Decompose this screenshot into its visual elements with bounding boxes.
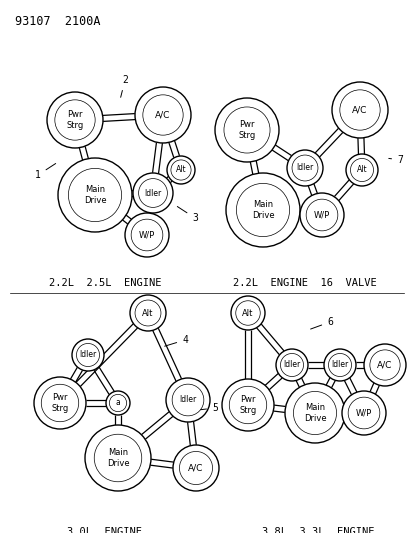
Circle shape: [363, 344, 405, 386]
Circle shape: [85, 425, 151, 491]
Circle shape: [286, 150, 322, 186]
Text: Idler: Idler: [330, 360, 348, 369]
Text: 7: 7: [388, 155, 402, 165]
Text: Alt: Alt: [175, 166, 186, 174]
Text: Pwr
Strg: Pwr Strg: [239, 395, 256, 415]
Circle shape: [133, 173, 173, 213]
Text: 4: 4: [164, 335, 188, 346]
Text: Alt: Alt: [142, 309, 153, 318]
Text: Idler: Idler: [179, 395, 196, 405]
Text: 2.2L  2.5L  ENGINE: 2.2L 2.5L ENGINE: [49, 278, 161, 288]
Circle shape: [299, 193, 343, 237]
Text: W/P: W/P: [355, 408, 371, 417]
Text: 2.2L  ENGINE  16  VALVE: 2.2L ENGINE 16 VALVE: [233, 278, 376, 288]
Circle shape: [130, 295, 166, 331]
Circle shape: [166, 156, 195, 184]
Text: 3.8L  3.3L  ENGINE: 3.8L 3.3L ENGINE: [261, 527, 373, 533]
Text: Main
Drive: Main Drive: [303, 403, 325, 423]
Circle shape: [47, 92, 103, 148]
Circle shape: [135, 87, 190, 143]
Text: Alt: Alt: [242, 309, 253, 318]
Text: W/P: W/P: [138, 230, 155, 239]
Circle shape: [221, 379, 273, 431]
Text: Idler: Idler: [79, 351, 96, 359]
Text: 5: 5: [200, 403, 217, 413]
Text: Main
Drive: Main Drive: [107, 448, 129, 467]
Text: A/C: A/C: [155, 110, 170, 119]
Text: Alt: Alt: [356, 166, 366, 174]
Circle shape: [34, 377, 86, 429]
Text: 6: 6: [310, 317, 332, 329]
Text: a: a: [115, 399, 120, 408]
Circle shape: [106, 391, 130, 415]
Text: Main
Drive: Main Drive: [83, 185, 106, 205]
Text: W/P: W/P: [313, 211, 329, 220]
Text: Pwr
Strg: Pwr Strg: [66, 110, 83, 130]
Text: Idler: Idler: [282, 360, 300, 369]
Text: Idler: Idler: [296, 164, 313, 173]
Circle shape: [230, 296, 264, 330]
Text: Pwr
Strg: Pwr Strg: [51, 393, 69, 413]
Text: Pwr
Strg: Pwr Strg: [238, 120, 255, 140]
Text: Idler: Idler: [144, 189, 161, 198]
Text: A/C: A/C: [376, 360, 392, 369]
Text: A/C: A/C: [351, 106, 367, 115]
Circle shape: [166, 378, 209, 422]
Circle shape: [214, 98, 278, 162]
Circle shape: [225, 173, 299, 247]
Circle shape: [275, 349, 307, 381]
Text: Main
Drive: Main Drive: [251, 200, 274, 220]
Circle shape: [58, 158, 132, 232]
Circle shape: [331, 82, 387, 138]
Circle shape: [284, 383, 344, 443]
Text: A/C: A/C: [188, 464, 203, 472]
Text: 3.0L  ENGINE: 3.0L ENGINE: [67, 527, 142, 533]
Text: 1: 1: [35, 164, 55, 180]
Text: 93107  2100A: 93107 2100A: [15, 15, 100, 28]
Circle shape: [173, 445, 218, 491]
Circle shape: [345, 154, 377, 186]
Circle shape: [323, 349, 355, 381]
Circle shape: [72, 339, 104, 371]
Text: 3: 3: [177, 206, 197, 223]
Circle shape: [341, 391, 385, 435]
Text: 2: 2: [120, 75, 128, 98]
Circle shape: [125, 213, 169, 257]
